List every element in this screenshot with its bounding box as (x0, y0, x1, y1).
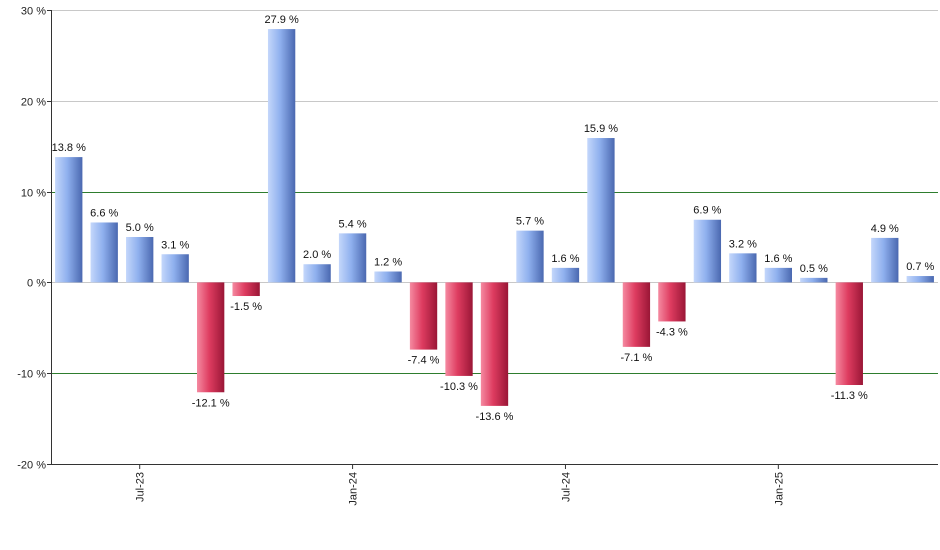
y-tick-label: -10 % (17, 369, 46, 381)
bar-value-label: 3.2 % (729, 238, 757, 250)
negative-bar (480, 282, 509, 406)
positive-bar (516, 230, 544, 283)
positive-bar (126, 237, 154, 283)
bar-value-label: -12.1 % (192, 397, 230, 409)
x-tick-label: Jul-24 (560, 472, 572, 502)
positive-bar (729, 253, 757, 283)
negative-bar (622, 282, 651, 347)
y-tick-label: 20 % (21, 97, 46, 109)
bar-value-label: 27.9 % (264, 14, 298, 26)
axes: 30 % 20 % 10 % 0 % -10 % -20 % Jul-23 Jan-24 Jul… (17, 6, 938, 506)
bar-value-label: 5.4 % (339, 218, 367, 230)
negative-bar (835, 282, 863, 386)
negative-bar (232, 282, 260, 297)
bar-value-label: -7.4 % (408, 355, 440, 367)
bar-value-label: -1.5 % (230, 301, 262, 313)
positive-bar (764, 267, 792, 283)
positive-bar (906, 276, 934, 283)
bar-value-label: 1.2 % (374, 257, 402, 269)
y-tick-label: 30 % (21, 6, 46, 18)
negative-bar (197, 282, 225, 393)
bars (55, 29, 934, 406)
data-labels: 13.8 % 6.6 % 5.0 % 3.1 % -12.1 % -1.5 % 27.9 %… (52, 14, 935, 423)
bar-value-label: 0.5 % (800, 263, 828, 275)
x-tick-label: Jan-25 (773, 472, 785, 506)
positive-bar (267, 29, 296, 283)
positive-bar (90, 222, 118, 283)
bar-value-label: 15.9 % (584, 123, 618, 135)
bar-value-label: 4.9 % (871, 223, 899, 235)
bar-value-label: 0.7 % (906, 261, 934, 273)
negative-bar (445, 282, 473, 376)
x-tick-label: Jul-23 (135, 472, 147, 502)
y-tick-label: 0 % (27, 278, 46, 290)
bar-value-label: -13.6 % (476, 411, 514, 423)
bar-value-label: 3.1 % (161, 239, 189, 251)
positive-bar (55, 157, 83, 283)
negative-bar (658, 282, 686, 322)
y-tick-label: -20 % (17, 460, 46, 472)
positive-bar (551, 267, 580, 283)
bar-value-label: -7.1 % (621, 352, 653, 364)
bar-value-label: 13.8 % (52, 142, 86, 154)
positive-bar (587, 138, 615, 283)
bar-value-label: 1.6 % (551, 253, 579, 265)
bar-value-label: 1.6 % (764, 253, 792, 265)
bar-value-label: 5.7 % (516, 216, 544, 228)
positive-bar (161, 254, 189, 283)
y-tick-label: 10 % (21, 188, 46, 200)
positive-bar (800, 277, 828, 283)
positive-bar (303, 264, 331, 283)
positive-bar (693, 219, 722, 283)
x-tick-label: Jan-24 (348, 472, 360, 506)
negative-bar (409, 282, 438, 350)
positive-bar (871, 237, 899, 283)
positive-bar (338, 233, 367, 283)
bar-value-label: 2.0 % (303, 249, 331, 261)
bar-value-label: 6.9 % (693, 205, 721, 217)
bar-value-label: -11.3 % (831, 390, 868, 402)
bar-value-label: -4.3 % (656, 326, 688, 338)
bar-value-label: 5.0 % (126, 222, 154, 234)
bar-value-label: -10.3 % (440, 381, 478, 393)
bar-value-label: 6.6 % (90, 207, 118, 219)
positive-bar (374, 271, 402, 283)
